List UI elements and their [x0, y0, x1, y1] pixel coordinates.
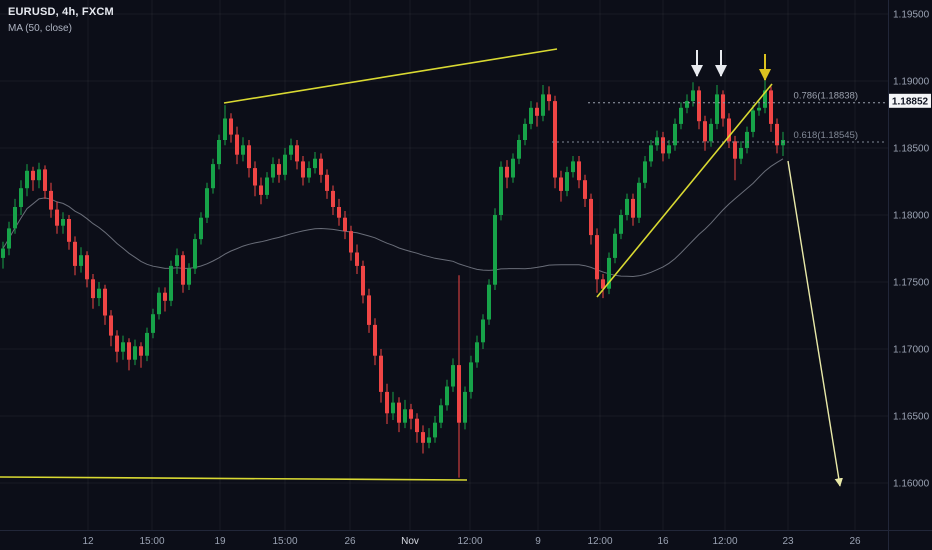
price-axis[interactable]: 1.19500 1.19000 1.18500 1.18000 1.17500 1.170… — [893, 10, 930, 490]
indicator-label[interactable]: MA (50, close) — [8, 22, 72, 34]
projection-arrow[interactable] — [787, 160, 843, 487]
time-axis-label: 12:00 — [587, 536, 612, 547]
symbol-title[interactable]: EURUSD, 4h, FXCM — [8, 6, 114, 18]
time-axis-label: 26 — [849, 536, 861, 547]
last-price-value: 1.18852 — [892, 96, 929, 107]
time-axis-label: 12:00 — [712, 536, 737, 547]
trendline-2[interactable] — [0, 476, 468, 481]
time-axis-label: 9 — [535, 536, 541, 547]
price-axis-label: 1.17000 — [893, 345, 930, 356]
time-axis-label: 16 — [657, 536, 669, 547]
legend: EURUSD, 4h, FXCM MA (50, close) — [8, 6, 114, 35]
time-axis-label: 12 — [82, 536, 94, 547]
fib-level-label: 0.618(1.18545) — [794, 130, 858, 141]
price-axis-label: 1.19500 — [893, 10, 930, 21]
price-axis-label: 1.18500 — [893, 144, 930, 155]
price-axis-label: 1.19000 — [893, 77, 930, 88]
trendline-1[interactable] — [223, 48, 558, 104]
trendline-3[interactable] — [596, 83, 773, 298]
fib-retracement[interactable]: 0.786(1.18838) 0.618(1.18545) — [552, 91, 886, 143]
time-axis-label: 15:00 — [272, 536, 297, 547]
price-axis-label: 1.17500 — [893, 278, 930, 289]
time-axis-label: 12:00 — [457, 536, 482, 547]
time-axis[interactable]: 12 15:00 19 15:00 26 Nov 12:00 9 12:00 16 12:00 23 2… — [82, 536, 861, 547]
time-axis-label: 23 — [782, 536, 794, 547]
time-axis-label: 15:00 — [139, 536, 164, 547]
price-axis-label: 1.18000 — [893, 211, 930, 222]
time-axis-label: Nov — [401, 536, 419, 547]
ma-50-line[interactable] — [2, 158, 784, 278]
time-axis-label: 26 — [344, 536, 356, 547]
price-axis-label: 1.16500 — [893, 412, 930, 423]
fib-level-label: 0.786(1.18838) — [794, 91, 858, 102]
price-axis-label: 1.16000 — [893, 479, 930, 490]
time-axis-label: 19 — [214, 536, 226, 547]
last-price-badge: 1.18852 — [889, 93, 931, 108]
grid — [0, 0, 888, 530]
candles — [1, 78, 785, 478]
